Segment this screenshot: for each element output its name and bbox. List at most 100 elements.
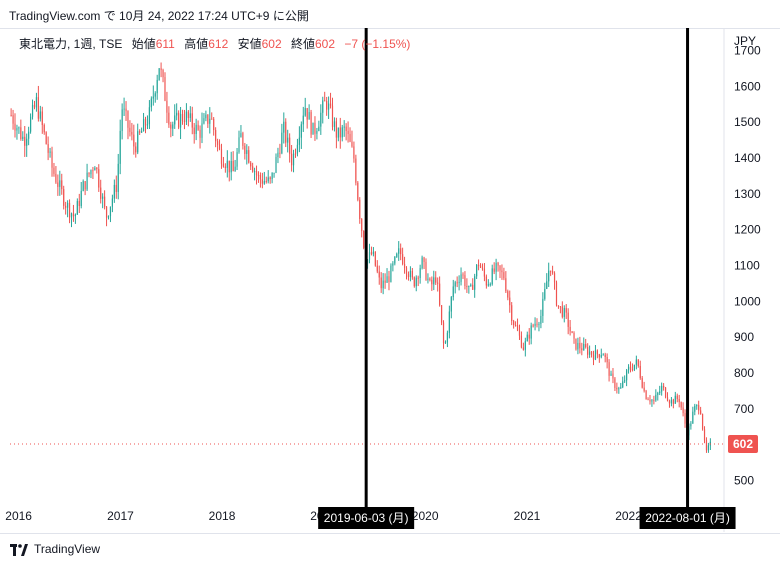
candle-body [476, 264, 478, 277]
candle-body [137, 131, 139, 153]
candle-body [592, 354, 595, 360]
candle-body [425, 261, 427, 280]
candle-body [28, 131, 30, 139]
candle-body [663, 385, 665, 388]
candle-body [104, 196, 106, 207]
candle-body [162, 70, 164, 78]
candle-body [187, 111, 189, 118]
chart-frame [0, 28, 780, 534]
candle-body [598, 354, 600, 358]
candle-body [608, 362, 610, 376]
candle-body [152, 96, 154, 99]
candle-body [209, 118, 211, 124]
candle-body [273, 172, 275, 174]
candle-body [567, 312, 569, 327]
candle-body [390, 265, 392, 283]
candle-body [637, 359, 639, 366]
candle-body [63, 189, 65, 206]
candle-body [626, 370, 628, 381]
candle-body [166, 100, 168, 113]
candle-body [117, 163, 119, 192]
y-tick-label: 500 [734, 474, 754, 488]
candle-body [318, 126, 320, 131]
candle-body [635, 359, 637, 365]
candle-body [31, 104, 34, 117]
candle-body [141, 131, 143, 133]
candle-body [396, 253, 398, 257]
candle-body [627, 366, 630, 371]
candle-body [513, 321, 515, 326]
legend-close-label: 終値 [290, 37, 315, 51]
candle-body [174, 115, 176, 125]
candle-body [499, 265, 501, 271]
candle-body [604, 354, 606, 358]
candle-body [207, 114, 209, 124]
candle-body [520, 335, 523, 348]
candle-body [304, 108, 306, 116]
candle-body [289, 137, 291, 154]
y-tick-label: 1000 [734, 294, 761, 308]
candle-body [703, 429, 706, 441]
candle-body [682, 407, 684, 414]
candle-body [283, 121, 285, 133]
candle-body [113, 184, 115, 199]
candle-body [491, 268, 493, 285]
candle-body [666, 397, 669, 401]
candle-body [664, 387, 667, 398]
candle-body [700, 410, 702, 415]
candle-body [213, 118, 215, 131]
candle-body [466, 286, 468, 288]
candle-body [557, 305, 560, 307]
candle-body [347, 130, 349, 135]
candle-body [335, 121, 337, 138]
candle-body [59, 180, 61, 187]
candle-body [345, 126, 347, 131]
candle-body [250, 162, 252, 167]
candle-body [191, 113, 193, 128]
y-tick-label: 1600 [734, 79, 761, 93]
candle-body [142, 118, 145, 132]
candle-body [707, 445, 710, 451]
x-tick-label: 2017 [107, 509, 134, 523]
candle-body [312, 122, 314, 135]
last-price-tag [728, 434, 758, 453]
candle-body [277, 152, 279, 157]
candle-body [551, 271, 554, 274]
candle-body [199, 129, 201, 138]
candle-body [382, 280, 384, 289]
candle-body [121, 109, 123, 131]
candle-body [18, 127, 20, 129]
legend-low: 602 [261, 37, 282, 51]
candle-body [131, 131, 133, 135]
candle-body [331, 105, 334, 127]
candle-body [357, 182, 359, 200]
candle-body [569, 326, 571, 332]
candle-body [292, 153, 295, 166]
candle-body [649, 399, 651, 402]
candle-body [439, 283, 441, 306]
candle-body [530, 325, 532, 339]
candle-body [363, 230, 365, 248]
legend-high: 612 [208, 37, 229, 51]
candle-body [612, 373, 614, 379]
legend-low-label: 安値 [237, 37, 262, 51]
candle-body [400, 248, 402, 255]
y-tick-label: 1400 [734, 151, 761, 165]
candle-body [170, 124, 172, 129]
candle-body [185, 111, 188, 122]
candle-body [129, 127, 131, 132]
legend-open-label: 始値 [131, 37, 156, 51]
candle-body [452, 286, 454, 298]
candle-body [211, 118, 213, 120]
candle-body [544, 288, 546, 299]
y-tick-label: 1300 [734, 187, 761, 201]
candle-body [261, 179, 263, 184]
candle-body [76, 201, 78, 215]
candle-body [148, 107, 151, 125]
candle-body [269, 177, 271, 180]
candle-body [230, 160, 232, 173]
candle-body [522, 347, 524, 350]
candle-body [403, 263, 406, 268]
candle-body [298, 137, 300, 145]
